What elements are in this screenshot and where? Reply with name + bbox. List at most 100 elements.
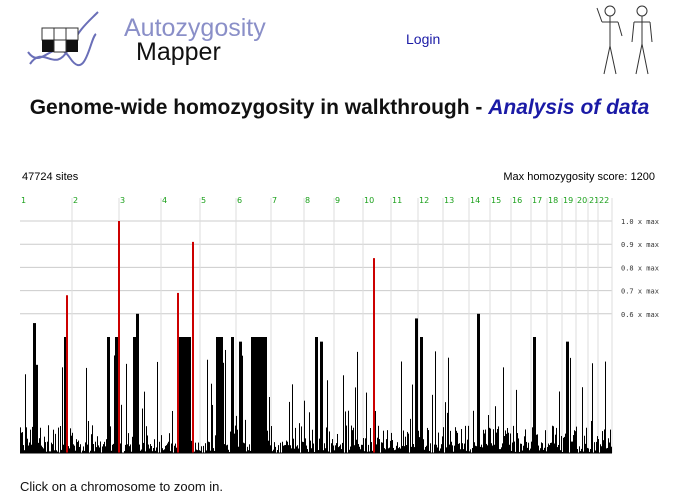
chromosome-label-2[interactable]: 2 (73, 196, 78, 205)
bar (403, 430, 404, 453)
peak-bar-chr4[interactable] (177, 292, 179, 453)
peak-bar-chr2[interactable] (66, 295, 68, 453)
bar (547, 447, 548, 453)
bar (387, 430, 388, 453)
bar (73, 444, 74, 453)
bar (607, 447, 608, 453)
bar (181, 337, 182, 453)
bar (151, 446, 152, 453)
peak-bar-chr3[interactable] (118, 221, 120, 453)
bar (562, 451, 563, 453)
bar (113, 443, 114, 453)
bar (221, 337, 222, 453)
chromosome-label-5[interactable]: 5 (201, 196, 206, 205)
bar (546, 451, 547, 453)
chromosome-label-21[interactable]: 21 (589, 196, 599, 205)
bar (254, 337, 255, 453)
chromosome-label-19[interactable]: 19 (563, 196, 573, 205)
bar (567, 341, 568, 453)
bar (139, 444, 140, 453)
chromosome-label-20[interactable]: 20 (577, 196, 587, 205)
chromosome-label-6[interactable]: 6 (237, 196, 242, 205)
chromosome-label-17[interactable]: 17 (532, 196, 542, 205)
bar (357, 351, 358, 453)
bar (334, 450, 335, 453)
bar (412, 384, 413, 453)
bar (452, 445, 453, 453)
bar (108, 337, 109, 453)
bar (301, 426, 302, 453)
bar (524, 436, 525, 453)
bar (293, 438, 294, 453)
bar (504, 436, 505, 453)
chromosome-label-16[interactable]: 16 (512, 196, 522, 205)
bar (242, 355, 243, 453)
bar (121, 404, 122, 453)
bar (135, 337, 136, 453)
bar (329, 431, 330, 453)
bar (148, 444, 149, 453)
bar (60, 426, 61, 453)
chromosome-label-11[interactable]: 11 (392, 196, 402, 205)
bar (20, 427, 21, 453)
login-link[interactable]: Login (406, 31, 441, 47)
bar (484, 433, 485, 453)
chromosome-label-14[interactable]: 14 (470, 196, 480, 205)
bar (528, 442, 529, 453)
chromosome-label-3[interactable]: 3 (120, 196, 125, 205)
peak-bar-chr10[interactable] (373, 258, 375, 453)
bar (435, 351, 436, 453)
bar (525, 429, 526, 453)
bar (345, 411, 346, 453)
bar (376, 444, 377, 453)
bar (596, 441, 597, 453)
bar (228, 449, 229, 453)
chromosome-label-9[interactable]: 9 (335, 196, 340, 205)
chromosome-label-8[interactable]: 8 (305, 196, 310, 205)
bar (355, 387, 356, 453)
bar (236, 415, 237, 453)
bar (400, 448, 401, 453)
bar (70, 428, 71, 453)
bar (287, 441, 288, 453)
bar (162, 448, 163, 453)
homozygosity-chart[interactable]: 1.0 x max 0.9 x max 0.8 x max 0.7 x max 0.6 … (0, 188, 679, 458)
bar (427, 427, 428, 453)
bar (243, 442, 244, 453)
chromosome-label-15[interactable]: 15 (491, 196, 501, 205)
bar (250, 450, 251, 453)
chromosome-label-1[interactable]: 1 (21, 196, 26, 205)
bar (82, 450, 83, 453)
bar (145, 451, 146, 453)
bar (273, 449, 274, 453)
bar (180, 337, 181, 453)
chromosome-label-13[interactable]: 13 (444, 196, 454, 205)
bar (292, 384, 293, 453)
bar (605, 361, 606, 453)
bar (611, 446, 612, 453)
bar (172, 410, 173, 453)
logo[interactable]: Autozygosity Mapper (24, 4, 266, 76)
bar (572, 441, 573, 453)
bar (363, 438, 364, 453)
bar (336, 443, 337, 453)
chromosome-label-7[interactable]: 7 (272, 196, 277, 205)
chromosome-label-10[interactable]: 10 (364, 196, 374, 205)
chromosome-label-22[interactable]: 22 (599, 196, 609, 205)
bar (58, 427, 59, 453)
chromosome-label-18[interactable]: 18 (548, 196, 558, 205)
chromosome-label-4[interactable]: 4 (162, 196, 167, 205)
bar (410, 418, 411, 453)
bar (561, 435, 562, 453)
chromosome-label-12[interactable]: 12 (419, 196, 429, 205)
bar (368, 444, 369, 453)
peak-bar-chr5[interactable] (192, 241, 194, 453)
bar (467, 439, 468, 453)
bar (324, 443, 325, 453)
bar (408, 433, 409, 453)
bar (362, 444, 363, 453)
bar (358, 444, 359, 453)
bar (552, 425, 553, 453)
logo-title: Autozygosity (124, 14, 266, 42)
bar (28, 445, 29, 453)
